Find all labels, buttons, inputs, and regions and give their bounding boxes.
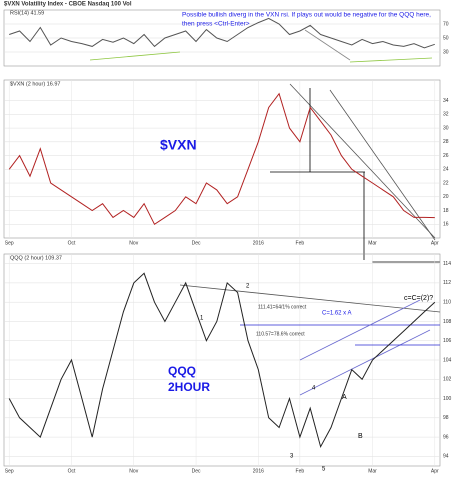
y-tick-label: 30 (443, 49, 449, 55)
x-tick-label: 2016 (253, 240, 264, 246)
trend-line (299, 299, 421, 361)
annotation: 110.57=78.6% correct (256, 331, 305, 337)
annotation: 5 (322, 467, 326, 473)
annotation: Possible bullish diverg in the VXN rsi. … (182, 12, 431, 19)
y-tick-label: 34 (443, 98, 449, 104)
annotation: B (358, 433, 363, 440)
annotation: A (342, 394, 347, 401)
trend-line (329, 89, 436, 241)
annotation: 3 (290, 454, 294, 460)
y-tick-label: 96 (443, 434, 449, 440)
trend-line (289, 83, 436, 239)
y-tick-label: 114 (443, 261, 451, 267)
price-line (8, 92, 435, 226)
y-tick-label: 106 (443, 338, 452, 344)
y-tick-label: 20 (443, 194, 449, 200)
panel-title: $VXN (2 hour) 16.97 (10, 81, 60, 87)
y-tick-label: 98 (443, 415, 449, 421)
y-tick-label: 22 (443, 180, 449, 186)
annotation: 4 (312, 386, 316, 392)
trend-line (89, 51, 181, 61)
trend-line (299, 329, 431, 396)
x-tick-label: Nov (129, 468, 138, 474)
x-tick-label: Feb (296, 240, 305, 246)
y-tick-label: 30 (443, 125, 449, 131)
y-tick-label: 110 (443, 300, 451, 306)
trend-line (304, 29, 351, 61)
panel-label: 2HOUR (168, 380, 210, 394)
y-tick-label: 26 (443, 153, 449, 159)
price-line (8, 272, 436, 449)
x-tick-label: Dec (192, 240, 201, 246)
panel-label: QQQ (168, 364, 196, 378)
x-tick-label: Feb (296, 468, 305, 474)
y-tick-label: 104 (443, 357, 452, 363)
y-tick-label: 70 (443, 21, 449, 27)
annotation: c=C=(2)? (404, 295, 433, 302)
header-title: $VXN Volatility Index - CBOE Nasdaq 100 … (4, 2, 132, 8)
y-tick-label: 16 (443, 222, 449, 228)
annotation: 2 (246, 284, 250, 290)
panel-label: $VXN (160, 137, 197, 153)
y-tick-label: 108 (443, 319, 452, 325)
x-tick-label: Apr (431, 240, 439, 246)
x-tick-label: 2016 (253, 468, 264, 474)
x-tick-label: Nov (129, 240, 138, 246)
annotation: C=1.62 x A (322, 311, 352, 317)
annotation: 111.41=64/1% correct (258, 304, 307, 310)
x-tick-label: Oct (68, 240, 76, 246)
panel-title: RSI(14) 41.59 (10, 10, 44, 16)
x-tick-label: Oct (68, 468, 76, 474)
y-tick-label: 18 (443, 208, 449, 214)
y-tick-label: 50 (443, 35, 449, 41)
y-tick-label: 100 (443, 396, 452, 402)
x-tick-label: Sep (5, 240, 14, 246)
annotation: then press <Ctrl-Enter> (182, 21, 250, 28)
panel-frame (3, 79, 441, 239)
annotation: 1 (200, 316, 204, 322)
y-tick-label: 94 (443, 454, 449, 460)
trend-line (179, 284, 441, 313)
y-tick-label: 102 (443, 377, 452, 383)
y-tick-label: 32 (443, 112, 449, 118)
x-tick-label: Sep (5, 468, 14, 474)
y-tick-label: 112 (443, 280, 451, 286)
x-tick-label: Dec (192, 468, 201, 474)
x-tick-label: Apr (431, 468, 439, 474)
y-tick-label: 28 (443, 139, 449, 145)
y-tick-label: 24 (443, 167, 449, 173)
x-tick-label: Mar (368, 240, 377, 246)
panel-title: QQQ (2 hour) 109.37 (10, 255, 62, 261)
price-line (9, 17, 435, 49)
trend-line (349, 57, 433, 63)
x-tick-label: Mar (368, 468, 377, 474)
